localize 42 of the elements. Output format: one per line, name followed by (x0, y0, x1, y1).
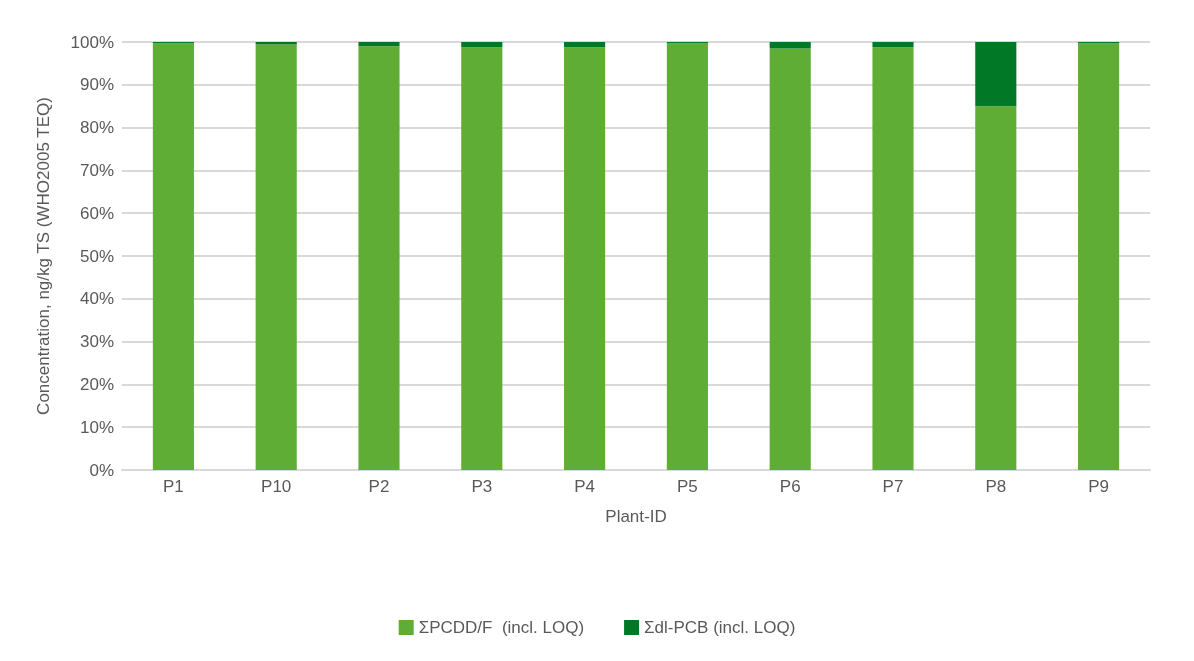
x-tick-label: P2 (368, 477, 390, 496)
bar (152, 43, 194, 470)
y-tick-label: 90% (79, 75, 114, 95)
legend-label: ΣPCDD/F (incl. LOQ) (418, 618, 585, 637)
bar (461, 47, 503, 470)
bar (564, 47, 606, 470)
bar (358, 42, 400, 47)
x-tick-label: P4 (574, 477, 595, 496)
x-tick-label: P9 (1088, 477, 1109, 496)
y-tick-label: 60% (79, 203, 114, 223)
x-tick-label: P6 (779, 477, 801, 496)
bar (769, 48, 811, 470)
bar (564, 42, 606, 48)
y-tick-label: 10% (79, 417, 114, 437)
bar (358, 46, 400, 470)
y-tick-label: 50% (79, 246, 114, 266)
x-tick-label: P5 (677, 477, 698, 496)
bar (255, 44, 297, 470)
x-tick-label: P8 (985, 477, 1007, 496)
bar (255, 42, 297, 45)
y-axis-title: Concentration, ng/kg TS (WHO2005 TEQ) (34, 97, 53, 415)
bar (975, 42, 1017, 107)
bar (975, 106, 1017, 470)
x-tick-label: P1 (163, 477, 184, 496)
x-tick-label: P10 (261, 477, 292, 496)
y-tick-label: 70% (79, 160, 114, 180)
y-tick-label: 80% (79, 118, 114, 138)
x-tick-label: P3 (471, 477, 493, 496)
y-tick-label: 0% (89, 460, 114, 480)
x-axis-title: Plant-ID (605, 507, 667, 526)
bar (872, 47, 914, 470)
bar (461, 42, 503, 48)
bar (666, 43, 708, 470)
y-tick-label: 100% (70, 32, 114, 52)
bar (1078, 43, 1120, 470)
y-tick-label: 30% (79, 332, 114, 352)
bar (872, 42, 914, 48)
y-tick-label: 20% (79, 374, 114, 394)
x-tick-label: P7 (882, 477, 904, 496)
legend-label: Σdl-PCB (incl. LOQ) (644, 618, 796, 637)
y-tick-label: 40% (79, 289, 114, 309)
bar (769, 42, 811, 49)
